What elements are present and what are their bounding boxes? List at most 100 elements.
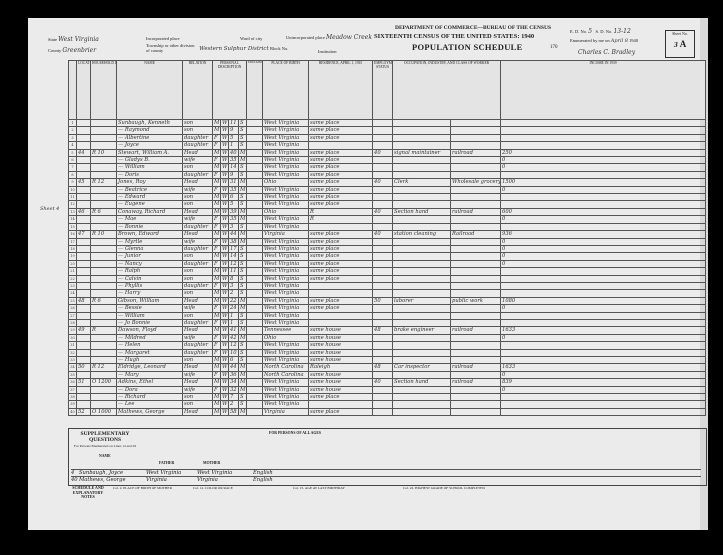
sex: M xyxy=(212,400,221,409)
residence-1935: same house xyxy=(308,355,374,365)
table-row: 38 — Richard son M W 7 S West Virginia same plac… xyxy=(68,393,707,402)
marital-status: S xyxy=(237,311,248,320)
residence-1935 xyxy=(308,400,374,409)
residence-1935: same place xyxy=(308,393,374,402)
line-number: 34 xyxy=(68,363,77,372)
relation: daughter xyxy=(182,244,213,254)
line-number: 21 xyxy=(68,267,77,276)
sex: F xyxy=(212,133,221,143)
marital-status: M xyxy=(237,378,248,387)
hours-worked xyxy=(372,222,394,232)
marital-status: S xyxy=(237,222,248,232)
line-number: 32 xyxy=(68,348,77,358)
age: 31 xyxy=(228,178,239,187)
enumerated-field: Enumerated by me on April 8 1940 xyxy=(570,38,638,44)
line-number: 17 xyxy=(68,237,77,246)
tenure xyxy=(90,355,117,365)
age: 7 xyxy=(228,393,239,402)
table-row: 29 49 R Dawson, Floyd Head M W 41 M Tennessee same… xyxy=(68,326,707,335)
age: 1 xyxy=(228,141,239,150)
line-number: 35 xyxy=(68,370,77,380)
birthplace: West Virginia xyxy=(262,215,310,224)
income: 250 xyxy=(500,148,707,158)
education-cell xyxy=(246,267,264,276)
income: 936 xyxy=(500,230,707,239)
education-cell xyxy=(246,163,264,172)
line-number: 7 xyxy=(68,163,77,172)
race: W xyxy=(220,393,229,402)
relation: wife xyxy=(182,385,213,395)
race: W xyxy=(220,244,229,254)
residence-1935: R xyxy=(308,207,374,217)
person-name: Eldridge, Leonard xyxy=(116,363,183,372)
residence-1935 xyxy=(308,222,374,232)
race: W xyxy=(220,118,229,128)
relation: daughter xyxy=(182,259,213,269)
hours-worked xyxy=(372,400,394,409)
occupation xyxy=(392,252,452,261)
birthplace: West Virginia xyxy=(262,163,310,172)
industry xyxy=(450,281,502,291)
residence-1935: same place xyxy=(308,163,374,172)
sex: M xyxy=(212,326,221,335)
industry xyxy=(450,222,502,232)
education-cell xyxy=(246,274,264,283)
person-name: Sunbaugh, Kenneth xyxy=(116,118,183,128)
age: 35 xyxy=(228,185,239,195)
house-number xyxy=(76,259,91,269)
sex: M xyxy=(212,178,221,187)
table-row: 24 — Harry son M W 2 S West Virginia xyxy=(68,289,707,298)
enumerated-date: April 8 xyxy=(610,38,628,44)
industry xyxy=(450,355,502,365)
line-number: 15 xyxy=(68,222,77,232)
house-number: 48 xyxy=(76,296,91,306)
relation: son xyxy=(182,355,213,365)
relation: Head xyxy=(182,407,213,417)
industry xyxy=(450,141,502,150)
income: 0 xyxy=(500,252,707,261)
person-name: — Beatrice xyxy=(116,185,183,195)
race: W xyxy=(220,148,229,158)
occupation xyxy=(392,341,452,350)
income xyxy=(500,341,707,350)
education-cell xyxy=(246,237,264,246)
supplementary-col-name: NAME xyxy=(99,454,111,458)
supplementary-col-father: FATHER xyxy=(159,461,175,465)
hours-worked: 40 xyxy=(372,230,394,239)
person-name: Mathews, George xyxy=(116,407,183,417)
income: 0 xyxy=(500,237,707,246)
unincorporated-label: Unincorporated place xyxy=(286,35,325,40)
sex: M xyxy=(212,407,221,417)
residence-1935: same house xyxy=(308,348,374,358)
relation: daughter xyxy=(182,222,213,232)
table-row: 31 — Helen daughter F W 12 S West Virginia same … xyxy=(68,341,707,350)
birthplace: West Virginia xyxy=(262,400,310,409)
education-cell xyxy=(246,118,264,128)
tenure xyxy=(90,333,117,343)
income: 600 xyxy=(500,207,707,217)
col-personal: PERSONAL DESCRIPTION xyxy=(211,60,248,120)
race: W xyxy=(220,185,229,195)
house-number xyxy=(76,133,91,143)
population-table: LOCATION HOUSEHOLD DATA NAME RELATION PE… xyxy=(68,60,707,417)
education-cell xyxy=(246,148,264,158)
col-residence: RESIDENCE, APRIL 1, 1935 xyxy=(308,60,374,120)
birthplace: West Virginia xyxy=(262,200,310,209)
education-cell xyxy=(246,341,264,350)
person-name: — Gladys B. xyxy=(116,156,183,165)
income: 0 xyxy=(500,370,707,380)
house-number xyxy=(76,333,91,343)
education-cell xyxy=(246,289,264,298)
tenure xyxy=(90,393,117,402)
marital-status: S xyxy=(237,200,248,209)
birthplace: West Virginia xyxy=(262,289,310,298)
sheet-label: Sheet No. xyxy=(672,31,688,36)
county-field: County Greenbrier xyxy=(48,47,96,54)
industry: railroad xyxy=(450,207,502,217)
education-cell xyxy=(246,355,264,365)
occupation xyxy=(392,215,452,224)
age: 3 xyxy=(228,222,239,232)
tenure xyxy=(90,126,117,135)
hours-worked xyxy=(372,215,394,224)
col-occupation: OCCUPATION, INDUSTRY, AND CLASS OF WORKE… xyxy=(392,60,502,120)
